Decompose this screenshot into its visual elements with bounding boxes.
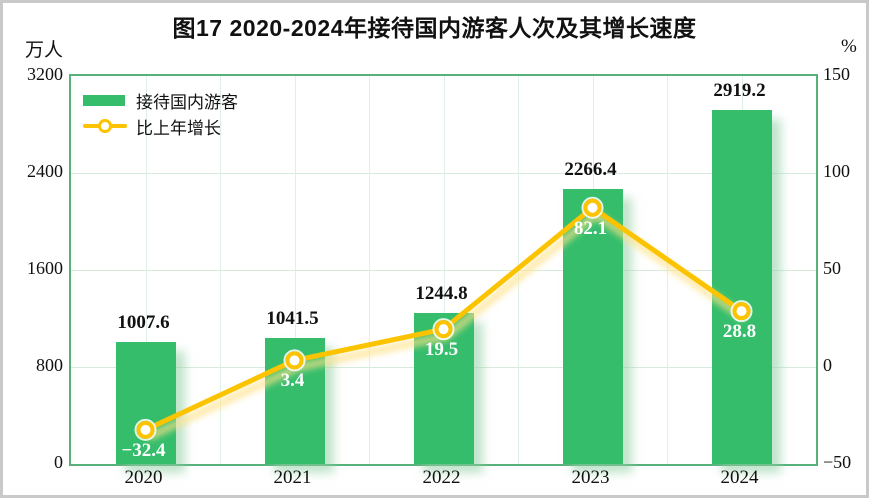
x-label-2021: 2021 [273, 467, 312, 488]
left-tick: 0 [54, 452, 63, 472]
growth-value-label: 19.5 [424, 339, 459, 361]
left-tick: 3200 [27, 64, 63, 84]
bar-2024 [711, 110, 772, 464]
bar-value-label: 2919.2 [713, 80, 766, 102]
right-tick: 100 [823, 161, 850, 181]
right-tick: 0 [823, 355, 832, 375]
x-label-2023: 2023 [571, 467, 610, 488]
legend-item: 比上年增长 [83, 113, 238, 139]
growth-value-label: −32.4 [121, 439, 166, 461]
legend-label: 接待国内游客 [136, 92, 238, 112]
growth-value-label: 28.8 [722, 321, 757, 343]
left-tick: 800 [36, 355, 63, 375]
bar-value-label: 2266.4 [564, 159, 617, 181]
legend: 接待国内游客 比上年增长 [83, 87, 238, 139]
h-gridline [71, 270, 816, 271]
growth-value-label: 3.4 [280, 370, 305, 392]
bar-2021 [264, 337, 325, 464]
legend-label: 比上年增长 [136, 118, 221, 138]
bar-value-label: 1041.5 [266, 307, 319, 329]
h-gridline [71, 173, 816, 174]
bar-value-label: 1007.6 [117, 311, 170, 333]
legend-item: 接待国内游客 [83, 87, 238, 113]
v-gridline [369, 76, 370, 464]
x-label-2024: 2024 [720, 467, 759, 488]
line-legend-swatch [83, 118, 127, 134]
bar-2022 [413, 313, 474, 464]
right-axis-unit: % [841, 36, 857, 57]
right-tick: 150 [823, 64, 850, 84]
bar-value-label: 1244.8 [415, 283, 468, 305]
right-tick: −50 [823, 452, 852, 472]
v-gridline [518, 76, 519, 464]
growth-value-label: 82.1 [573, 217, 608, 239]
left-tick: 1600 [27, 258, 63, 278]
x-label-2020: 2020 [124, 467, 163, 488]
v-gridline [667, 76, 668, 464]
bar-legend-swatch [83, 94, 125, 106]
left-tick: 2400 [27, 161, 63, 181]
line-legend-marker [98, 119, 112, 133]
left-axis-unit: 万人 [25, 40, 64, 61]
right-tick: 50 [823, 258, 841, 278]
x-label-2022: 2022 [422, 467, 461, 488]
chart-title: 图17 2020-2024年接待国内游客人次及其增长速度 [172, 15, 697, 41]
